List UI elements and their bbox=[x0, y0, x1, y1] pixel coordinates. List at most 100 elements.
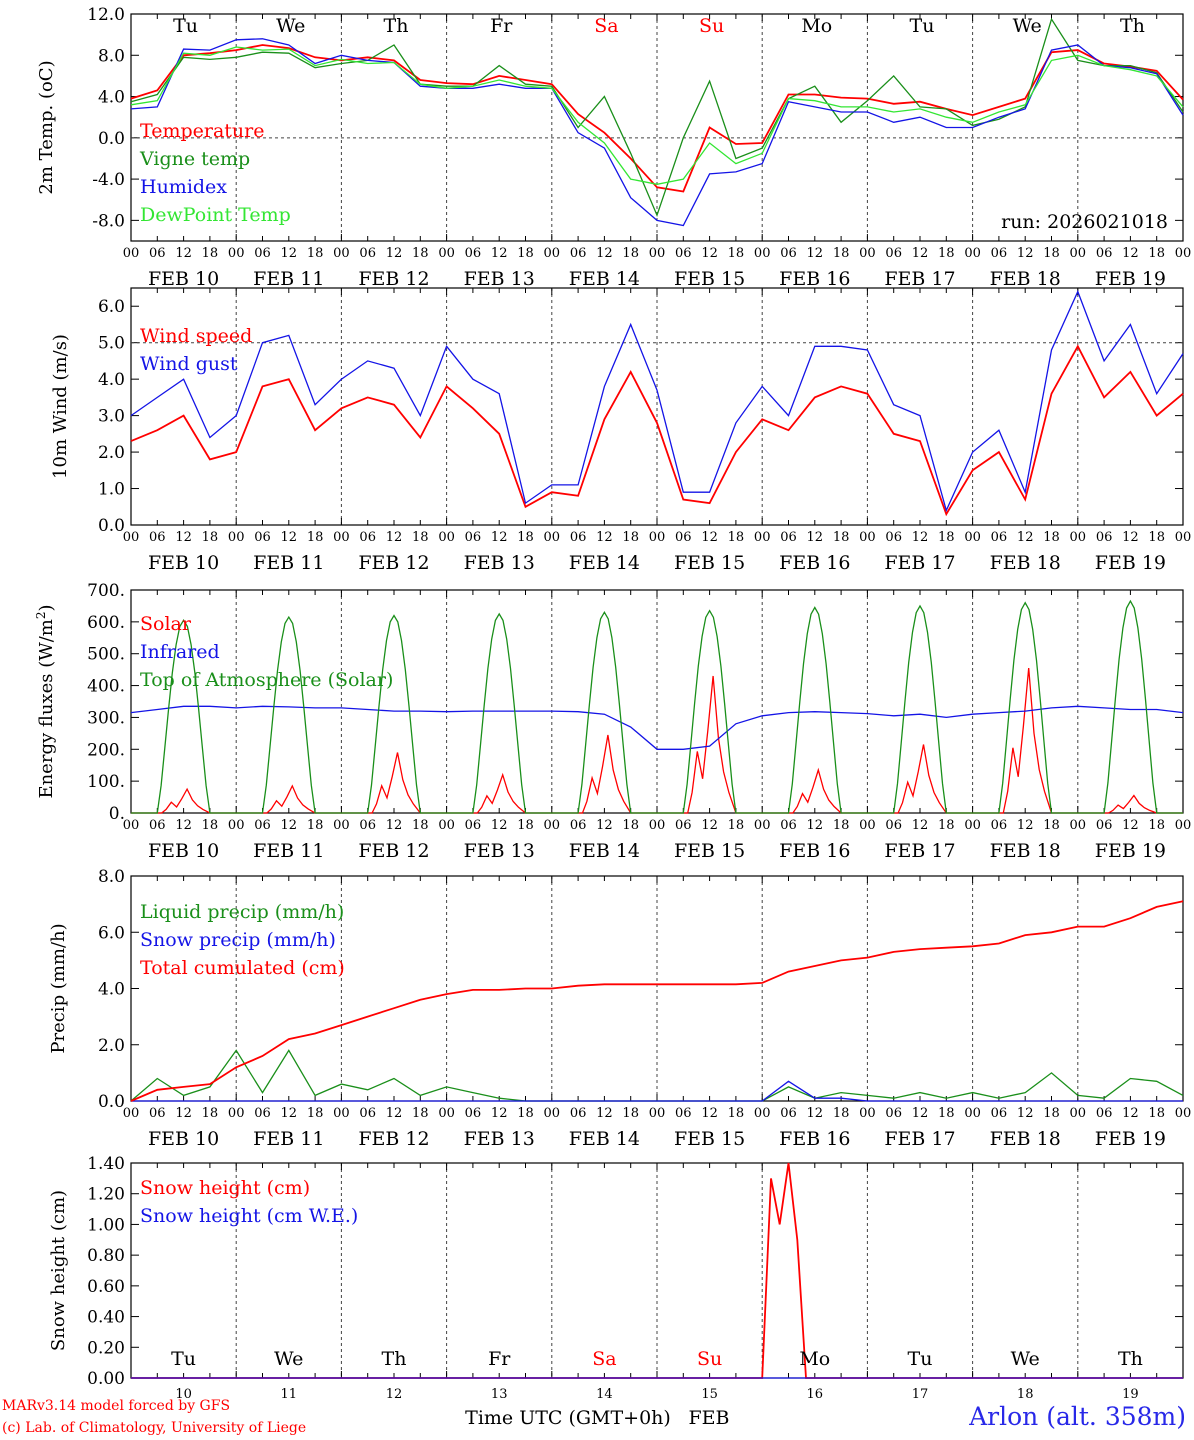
temp-ytick-label: -4.0 bbox=[92, 170, 125, 190]
wind-hour-label: 12 bbox=[1017, 530, 1034, 545]
precip-hour-label: 12 bbox=[175, 1106, 192, 1121]
panel-energy: Energy fluxes (W/m2) bbox=[34, 589, 1184, 814]
precip-legend-liquid-precip-mm-h-: Liquid precip (mm/h) bbox=[140, 901, 344, 923]
temp-ytick-label: 4.0 bbox=[98, 88, 125, 108]
temp-ylabel: 2m Temp. (oC) bbox=[36, 60, 57, 194]
wind-hour-label: 12 bbox=[1122, 530, 1139, 545]
wind-ytick-label: 4.0 bbox=[98, 370, 125, 390]
energy-ytick-label: 300. bbox=[87, 708, 125, 728]
energy-date-label: FEB 18 bbox=[990, 840, 1061, 862]
energy-hour-label: 18 bbox=[938, 818, 955, 833]
snow-ytick-label: 0.40 bbox=[87, 1308, 125, 1328]
wind-ytick-label: 3.0 bbox=[98, 407, 125, 427]
precip-hour-label: 12 bbox=[912, 1106, 929, 1121]
precip-hour-label: 18 bbox=[728, 1106, 745, 1121]
energy-hour-label: 06 bbox=[359, 818, 376, 833]
temp-day-name: Th bbox=[1120, 15, 1145, 37]
temp-date-label: FEB 12 bbox=[358, 268, 429, 290]
wind-legend-wind-speed: Wind speed bbox=[140, 325, 252, 347]
wind-hour-label: 00 bbox=[1070, 530, 1087, 545]
precip-date-label: FEB 11 bbox=[253, 1128, 324, 1150]
precip-hour-label: 00 bbox=[1070, 1106, 1087, 1121]
precip-hour-label: 06 bbox=[359, 1106, 376, 1121]
energy-hour-label: 00 bbox=[438, 818, 455, 833]
wind-date-label: FEB 17 bbox=[884, 552, 955, 574]
temp-day-name: Tu bbox=[910, 15, 935, 37]
temp-date-label: FEB 14 bbox=[569, 268, 640, 290]
panel-snow: Snow height (cm) bbox=[48, 1162, 1184, 1379]
snow-ylabel: Snow height (cm) bbox=[48, 1190, 69, 1351]
temp-hour-label: 12 bbox=[912, 246, 929, 261]
snow-ytick-label: 0.20 bbox=[87, 1338, 125, 1358]
footer-model-line1: MARv3.14 model forced by GFS bbox=[2, 1398, 231, 1414]
energy-hour-label: 12 bbox=[491, 818, 508, 833]
energy-date-label: FEB 12 bbox=[358, 840, 429, 862]
wind-hour-label: 06 bbox=[991, 530, 1008, 545]
temp-legend-vigne-temp: Vigne temp bbox=[139, 148, 250, 170]
wind-hour-label: 06 bbox=[254, 530, 271, 545]
wind-ytick-label: 2.0 bbox=[98, 443, 125, 463]
energy-hour-label: 12 bbox=[281, 818, 298, 833]
precip-hour-label: 12 bbox=[1122, 1106, 1139, 1121]
temp-series-dewpoint-temp bbox=[130, 46, 1184, 185]
temp-hour-label: 00 bbox=[1175, 246, 1192, 261]
temp-hour-label: 06 bbox=[149, 246, 166, 261]
wind-hour-label: 06 bbox=[149, 530, 166, 545]
energy-hour-label: 00 bbox=[1070, 818, 1087, 833]
temp-day-name: We bbox=[276, 15, 305, 37]
precip-hour-label: 12 bbox=[701, 1106, 718, 1121]
wind-hour-label: 18 bbox=[938, 530, 955, 545]
energy-hour-label: 12 bbox=[1017, 818, 1034, 833]
temp-hour-label: 00 bbox=[544, 246, 561, 261]
temp-day-name: Mo bbox=[801, 15, 832, 37]
precip-date-label: FEB 10 bbox=[148, 1128, 219, 1150]
energy-date-label: FEB 14 bbox=[569, 840, 640, 862]
energy-ytick-label: 400. bbox=[87, 677, 125, 697]
wind-hour-label: 00 bbox=[544, 530, 561, 545]
temp-ytick-label: 0.0 bbox=[98, 129, 125, 149]
precip-series-snow-precip-mm-h- bbox=[131, 1080, 1183, 1102]
precip-hour-label: 18 bbox=[202, 1106, 219, 1121]
temp-hour-label: 06 bbox=[254, 246, 271, 261]
wind-hour-label: 00 bbox=[123, 530, 140, 545]
wind-date-label: FEB 19 bbox=[1095, 552, 1166, 574]
snow-day-name: Sa bbox=[592, 1348, 616, 1370]
energy-ytick-label: 200. bbox=[87, 740, 125, 760]
energy-hour-label: 06 bbox=[991, 818, 1008, 833]
wind-date-label: FEB 12 bbox=[358, 552, 429, 574]
snow-ytick-label: 0.80 bbox=[87, 1246, 125, 1266]
precip-hour-label: 00 bbox=[859, 1106, 876, 1121]
snow-day-name: Tu bbox=[171, 1348, 196, 1370]
energy-date-label: FEB 17 bbox=[884, 840, 955, 862]
temp-date-label: FEB 13 bbox=[464, 268, 535, 290]
energy-date-label: FEB 19 bbox=[1095, 840, 1166, 862]
energy-hour-label: 00 bbox=[228, 818, 245, 833]
temp-hour-label: 00 bbox=[649, 246, 666, 261]
temp-hour-label: 00 bbox=[754, 246, 771, 261]
snow-day-name: We bbox=[274, 1348, 303, 1370]
precip-hour-label: 12 bbox=[386, 1106, 403, 1121]
snow-ytick-label: 1.40 bbox=[87, 1154, 125, 1174]
energy-hour-label: 18 bbox=[307, 818, 324, 833]
energy-hour-label: 18 bbox=[833, 818, 850, 833]
wind-date-label: FEB 10 bbox=[148, 552, 219, 574]
wind-ylabel: 10m Wind (m/s) bbox=[50, 334, 71, 479]
precip-hour-label: 06 bbox=[780, 1106, 797, 1121]
precip-ytick-label: 4.0 bbox=[98, 980, 125, 1000]
energy-legend-solar: Solar bbox=[140, 613, 192, 635]
energy-hour-label: 00 bbox=[859, 818, 876, 833]
energy-date-label: FEB 15 bbox=[674, 840, 745, 862]
temp-hour-label: 00 bbox=[333, 246, 350, 261]
wind-hour-label: 18 bbox=[517, 530, 534, 545]
wind-hour-label: 18 bbox=[307, 530, 324, 545]
wind-hour-label: 18 bbox=[1148, 530, 1165, 545]
energy-ytick-label: 600. bbox=[87, 613, 125, 633]
wind-hour-label: 00 bbox=[859, 530, 876, 545]
energy-series-top-of-atmosphere-solar- bbox=[131, 599, 1183, 814]
temp-ytick-label: -8.0 bbox=[92, 211, 125, 231]
footer-model-line2: (c) Lab. of Climatology, University of L… bbox=[2, 1420, 307, 1436]
precip-hour-label: 00 bbox=[544, 1106, 561, 1121]
temp-day-name: Su bbox=[699, 15, 724, 37]
temp-hour-label: 06 bbox=[780, 246, 797, 261]
energy-hour-label: 06 bbox=[149, 818, 166, 833]
